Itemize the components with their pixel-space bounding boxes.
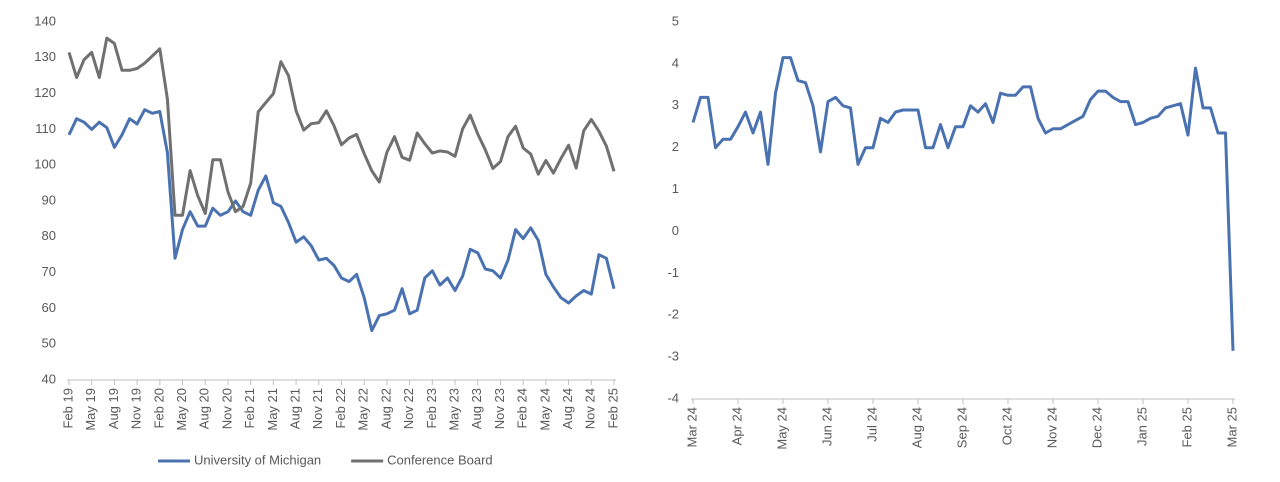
x-tick-label: Feb 24 [515,388,530,428]
x-tick-label: Aug 24 [909,407,924,448]
x-tick-label: May 24 [537,388,552,431]
x-tick-label: Feb 21 [242,388,257,428]
legend-label: Conference Board [387,452,493,467]
x-tick-label: Mar 25 [1224,407,1239,447]
legend-label: University of Michigan [194,452,321,467]
y-tick-label: 100 [34,157,56,172]
y-tick-label: 50 [42,336,56,351]
line-series [67,108,616,333]
x-tick-label: Oct 24 [999,407,1014,445]
x-tick-label: Aug 20 [197,388,212,429]
y-tick-label: 5 [672,13,679,28]
y-tick-label: 4 [672,55,679,70]
x-tick-label: Aug 23 [469,388,484,429]
x-tick-label: Feb 25 [605,388,620,428]
x-tick-label: Feb 23 [424,388,439,428]
x-tick-label: Jun 24 [819,407,834,446]
x-tick-label: Nov 22 [401,388,416,429]
x-tick-label: May 22 [356,388,371,431]
y-tick-label: -3 [667,349,679,364]
x-tick-label: Nov 19 [129,388,144,429]
x-tick-label: Nov 21 [310,388,325,429]
x-tick-label: Jan 25 [1134,407,1149,446]
y-tick-label: 140 [34,13,56,28]
x-tick-label: Nov 23 [492,388,507,429]
x-tick-label: Feb 20 [151,388,166,428]
line-series [67,36,616,217]
x-tick-label: Nov 20 [219,388,234,429]
x-tick-label: Nov 24 [583,388,598,429]
x-tick-label: Feb 19 [60,388,75,428]
y-tick-label: 3 [672,97,679,112]
x-tick-label: May 19 [83,388,98,431]
x-tick-label: Feb 25 [1179,407,1194,447]
x-tick-label: Mar 24 [684,407,699,447]
y-tick-label: 120 [34,85,56,100]
x-tick-label: May 20 [174,388,189,431]
x-tick-label: Nov 24 [1044,407,1059,448]
x-tick-label: Aug 24 [560,388,575,429]
y-tick-label: -4 [667,390,679,405]
y-tick-label: 2 [672,139,679,154]
line-series [691,56,1235,351]
x-tick-label: Apr 24 [729,407,744,445]
y-tick-label: -1 [667,265,679,280]
y-tick-label: 1 [672,181,679,196]
x-tick-label: Feb 22 [333,388,348,428]
x-tick-label: May 21 [265,388,280,431]
y-tick-label: 90 [42,192,56,207]
y-tick-label: 40 [42,371,56,386]
y-tick-label: -2 [667,307,679,322]
y-tick-label: 70 [42,264,56,279]
x-tick-label: Aug 21 [288,388,303,429]
x-tick-label: Aug 22 [378,388,393,429]
x-tick-label: May 23 [446,388,461,431]
x-tick-label: Aug 19 [106,388,121,429]
x-tick-label: Dec 24 [1089,407,1104,448]
y-tick-label: 0 [672,223,679,238]
y-tick-label: 60 [42,300,56,315]
x-tick-label: May 24 [774,407,789,450]
y-tick-label: 80 [42,228,56,243]
x-tick-label: Jul 24 [864,407,879,442]
y-tick-label: 130 [34,49,56,64]
y-tick-label: 110 [35,121,56,136]
x-tick-label: Sep 24 [954,407,969,448]
